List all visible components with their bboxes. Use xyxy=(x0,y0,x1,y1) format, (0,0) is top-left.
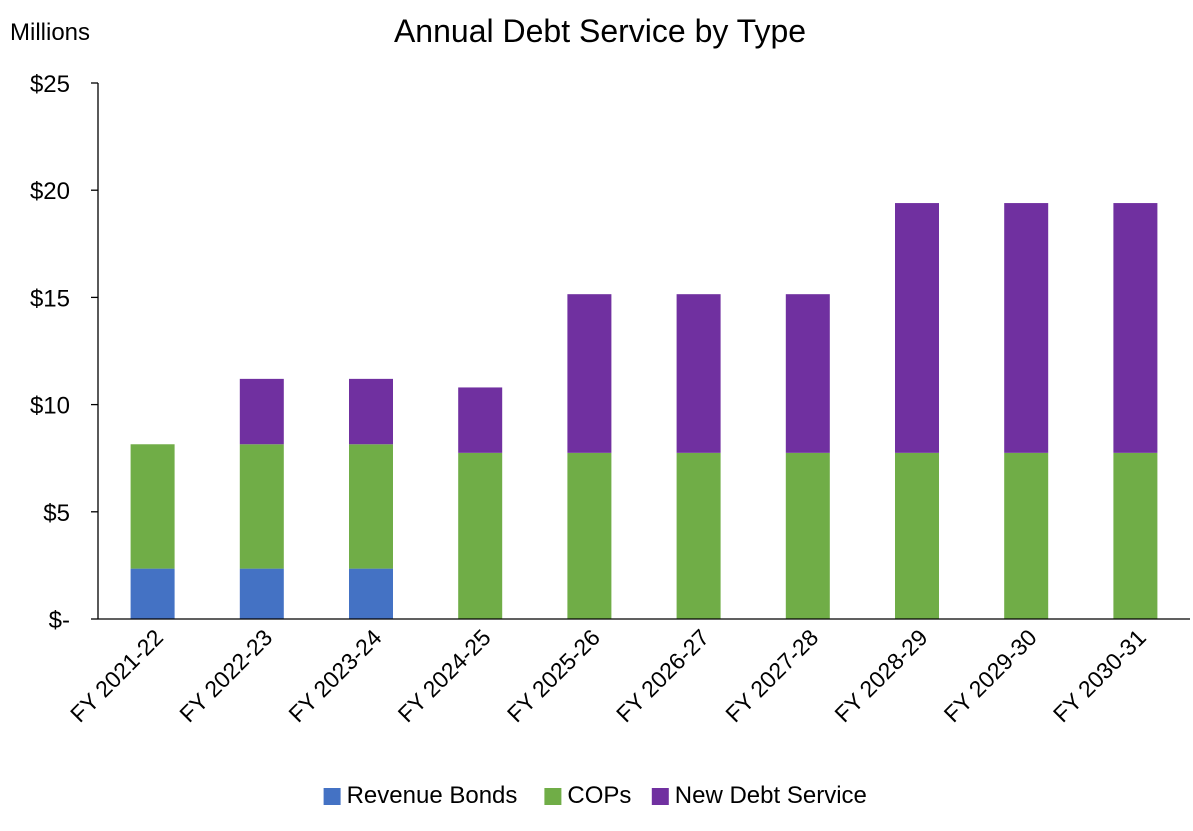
bar-segment-cops xyxy=(785,452,830,619)
bar-segment-new-debt-service xyxy=(567,294,612,453)
x-tick-label: FY 2022-23 xyxy=(174,624,277,727)
legend-label: COPs xyxy=(567,782,631,809)
y-tick-label: $20 xyxy=(30,178,70,205)
legend-swatch xyxy=(323,788,341,805)
bar-segment-revenue-bonds xyxy=(349,568,393,619)
legend-label: New Debt Service xyxy=(675,782,867,809)
x-tick-label: FY 2023-24 xyxy=(283,624,386,727)
y-tick-label: $5 xyxy=(43,500,70,527)
x-tick-label: FY 2021-22 xyxy=(65,624,168,727)
legend-swatch xyxy=(651,788,669,805)
bar-segment-new-debt-service xyxy=(676,294,721,453)
bar-segment-cops xyxy=(349,444,393,569)
legend-swatch xyxy=(544,788,562,805)
bar-segment-cops xyxy=(130,444,175,569)
bar-segment-new-debt-service xyxy=(458,387,503,453)
x-tick-label: FY 2025-26 xyxy=(502,624,605,727)
x-tick-label: FY 2024-25 xyxy=(393,624,496,727)
x-tick-label: FY 2027-28 xyxy=(720,624,823,727)
y-tick-label: $25 xyxy=(30,71,70,98)
x-tick-label: FY 2030-31 xyxy=(1048,624,1151,727)
y-tick-label: $10 xyxy=(30,393,70,420)
bar-segment-new-debt-service xyxy=(349,378,393,445)
bar-segment-cops xyxy=(676,452,721,619)
x-tick-label: FY 2026-27 xyxy=(611,624,714,727)
bar-segment-cops xyxy=(1113,452,1158,619)
x-tick-label: FY 2028-29 xyxy=(829,624,932,727)
bar-segment-new-debt-service xyxy=(1113,203,1158,453)
bar-segment-cops xyxy=(239,444,284,569)
y-tick-label: $15 xyxy=(30,285,70,312)
bar-segment-cops xyxy=(567,452,612,619)
legend-label: Revenue Bonds xyxy=(347,782,518,809)
chart-title: Annual Debt Service by Type xyxy=(394,13,806,49)
bar-segment-revenue-bonds xyxy=(239,568,284,619)
bar-segment-new-debt-service xyxy=(785,294,830,453)
bar-segment-cops xyxy=(895,452,939,619)
bar-segment-revenue-bonds xyxy=(130,568,175,619)
bar-segment-cops xyxy=(1004,452,1049,619)
bars xyxy=(130,203,1158,619)
x-tick-label: FY 2029-30 xyxy=(939,624,1042,727)
y-tick-label: $- xyxy=(49,607,70,634)
unit-label: Millions xyxy=(10,19,90,46)
bar-segment-new-debt-service xyxy=(895,203,939,453)
y-axis: $- $5 $10 $15 $20 $25 xyxy=(30,71,99,634)
x-axis: FY 2021-22 FY 2022-23 FY 2023-24 FY 2024-25… xyxy=(65,618,1190,727)
bar-segment-new-debt-service xyxy=(1004,203,1049,453)
legend-item: Revenue Bonds xyxy=(323,782,518,809)
legend-item: COPs xyxy=(544,782,631,809)
bar-segment-new-debt-service xyxy=(239,378,284,445)
legend-item: New Debt Service xyxy=(651,782,867,809)
legend: Revenue Bonds COPs New Debt Service xyxy=(323,782,867,809)
bar-segment-cops xyxy=(458,452,503,619)
